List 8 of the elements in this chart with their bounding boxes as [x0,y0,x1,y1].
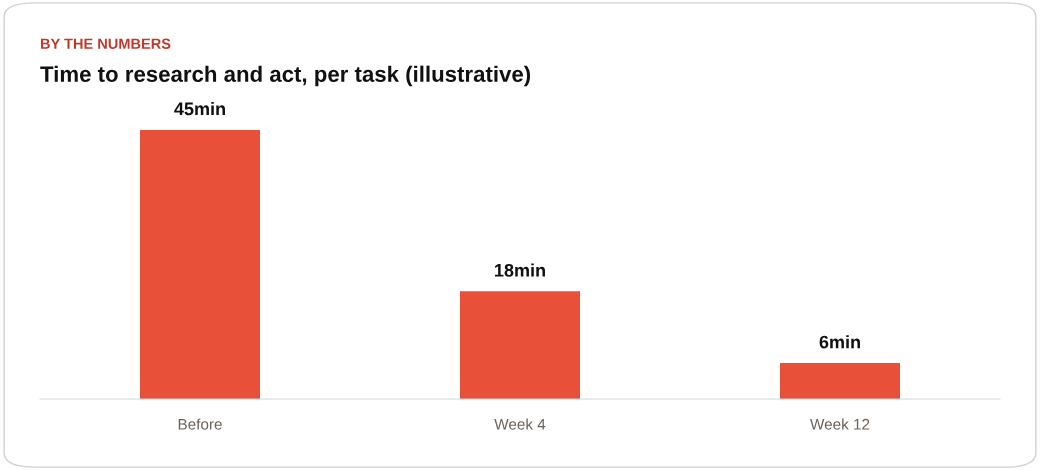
chart-subtitle: BY THE NUMBERS [40,38,171,49]
x-tick-label: Before [178,418,222,430]
chart-title: Time to research and act, per task (illustrative) [40,65,531,87]
data-label: 6min [819,335,860,349]
x-tick-label: Week 12 [810,418,870,430]
data-label: 18min [495,263,545,277]
x-tick-label: Week 4 [494,418,546,430]
data-label: 45min [174,101,225,116]
